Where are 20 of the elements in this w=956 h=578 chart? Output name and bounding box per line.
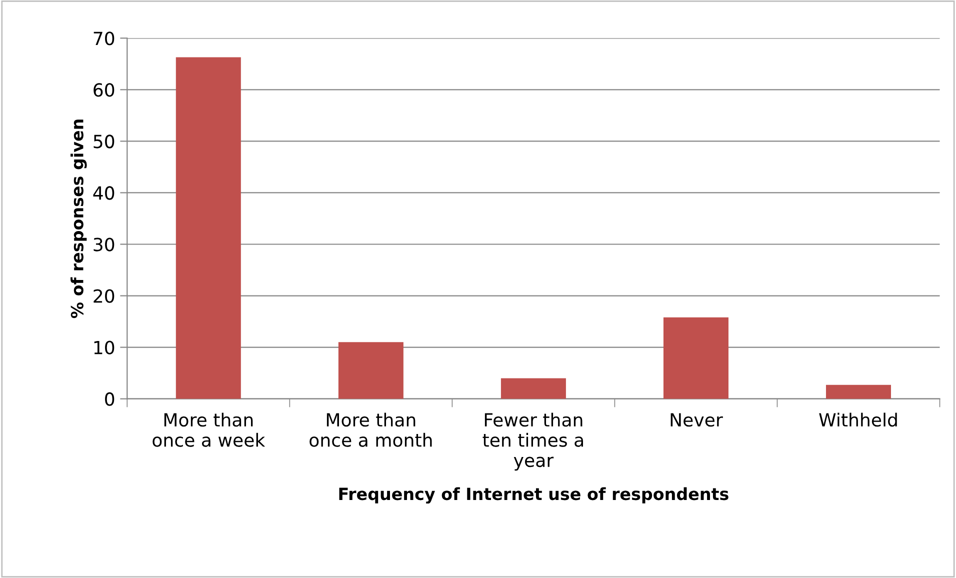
y-tick-label: 0 — [105, 392, 114, 406]
y-tick-label: 70 — [94, 32, 114, 46]
y-tick-label: 50 — [94, 134, 114, 148]
x-tick-label: Fewer than ten times a year — [482, 412, 583, 471]
bar — [338, 342, 404, 399]
y-tick-label: 10 — [94, 340, 114, 354]
x-tick-label: Never — [670, 413, 723, 427]
bar — [500, 378, 566, 399]
bar — [176, 57, 241, 399]
x-axis-title: Frequency of Internet use of respondents — [339, 487, 728, 504]
x-tick-label: Withheld — [819, 412, 897, 427]
y-tick-label: 30 — [94, 238, 114, 252]
y-tick-label: 60 — [94, 83, 114, 97]
x-tick-label: More than once a month — [310, 412, 432, 447]
bar — [663, 317, 728, 399]
y-tick-label: 40 — [93, 186, 114, 200]
y-axis-title: % of responses given — [70, 120, 87, 318]
x-tick-label: More than once a week — [152, 412, 266, 447]
y-tick-label: 20 — [94, 289, 114, 303]
bar — [826, 384, 891, 399]
